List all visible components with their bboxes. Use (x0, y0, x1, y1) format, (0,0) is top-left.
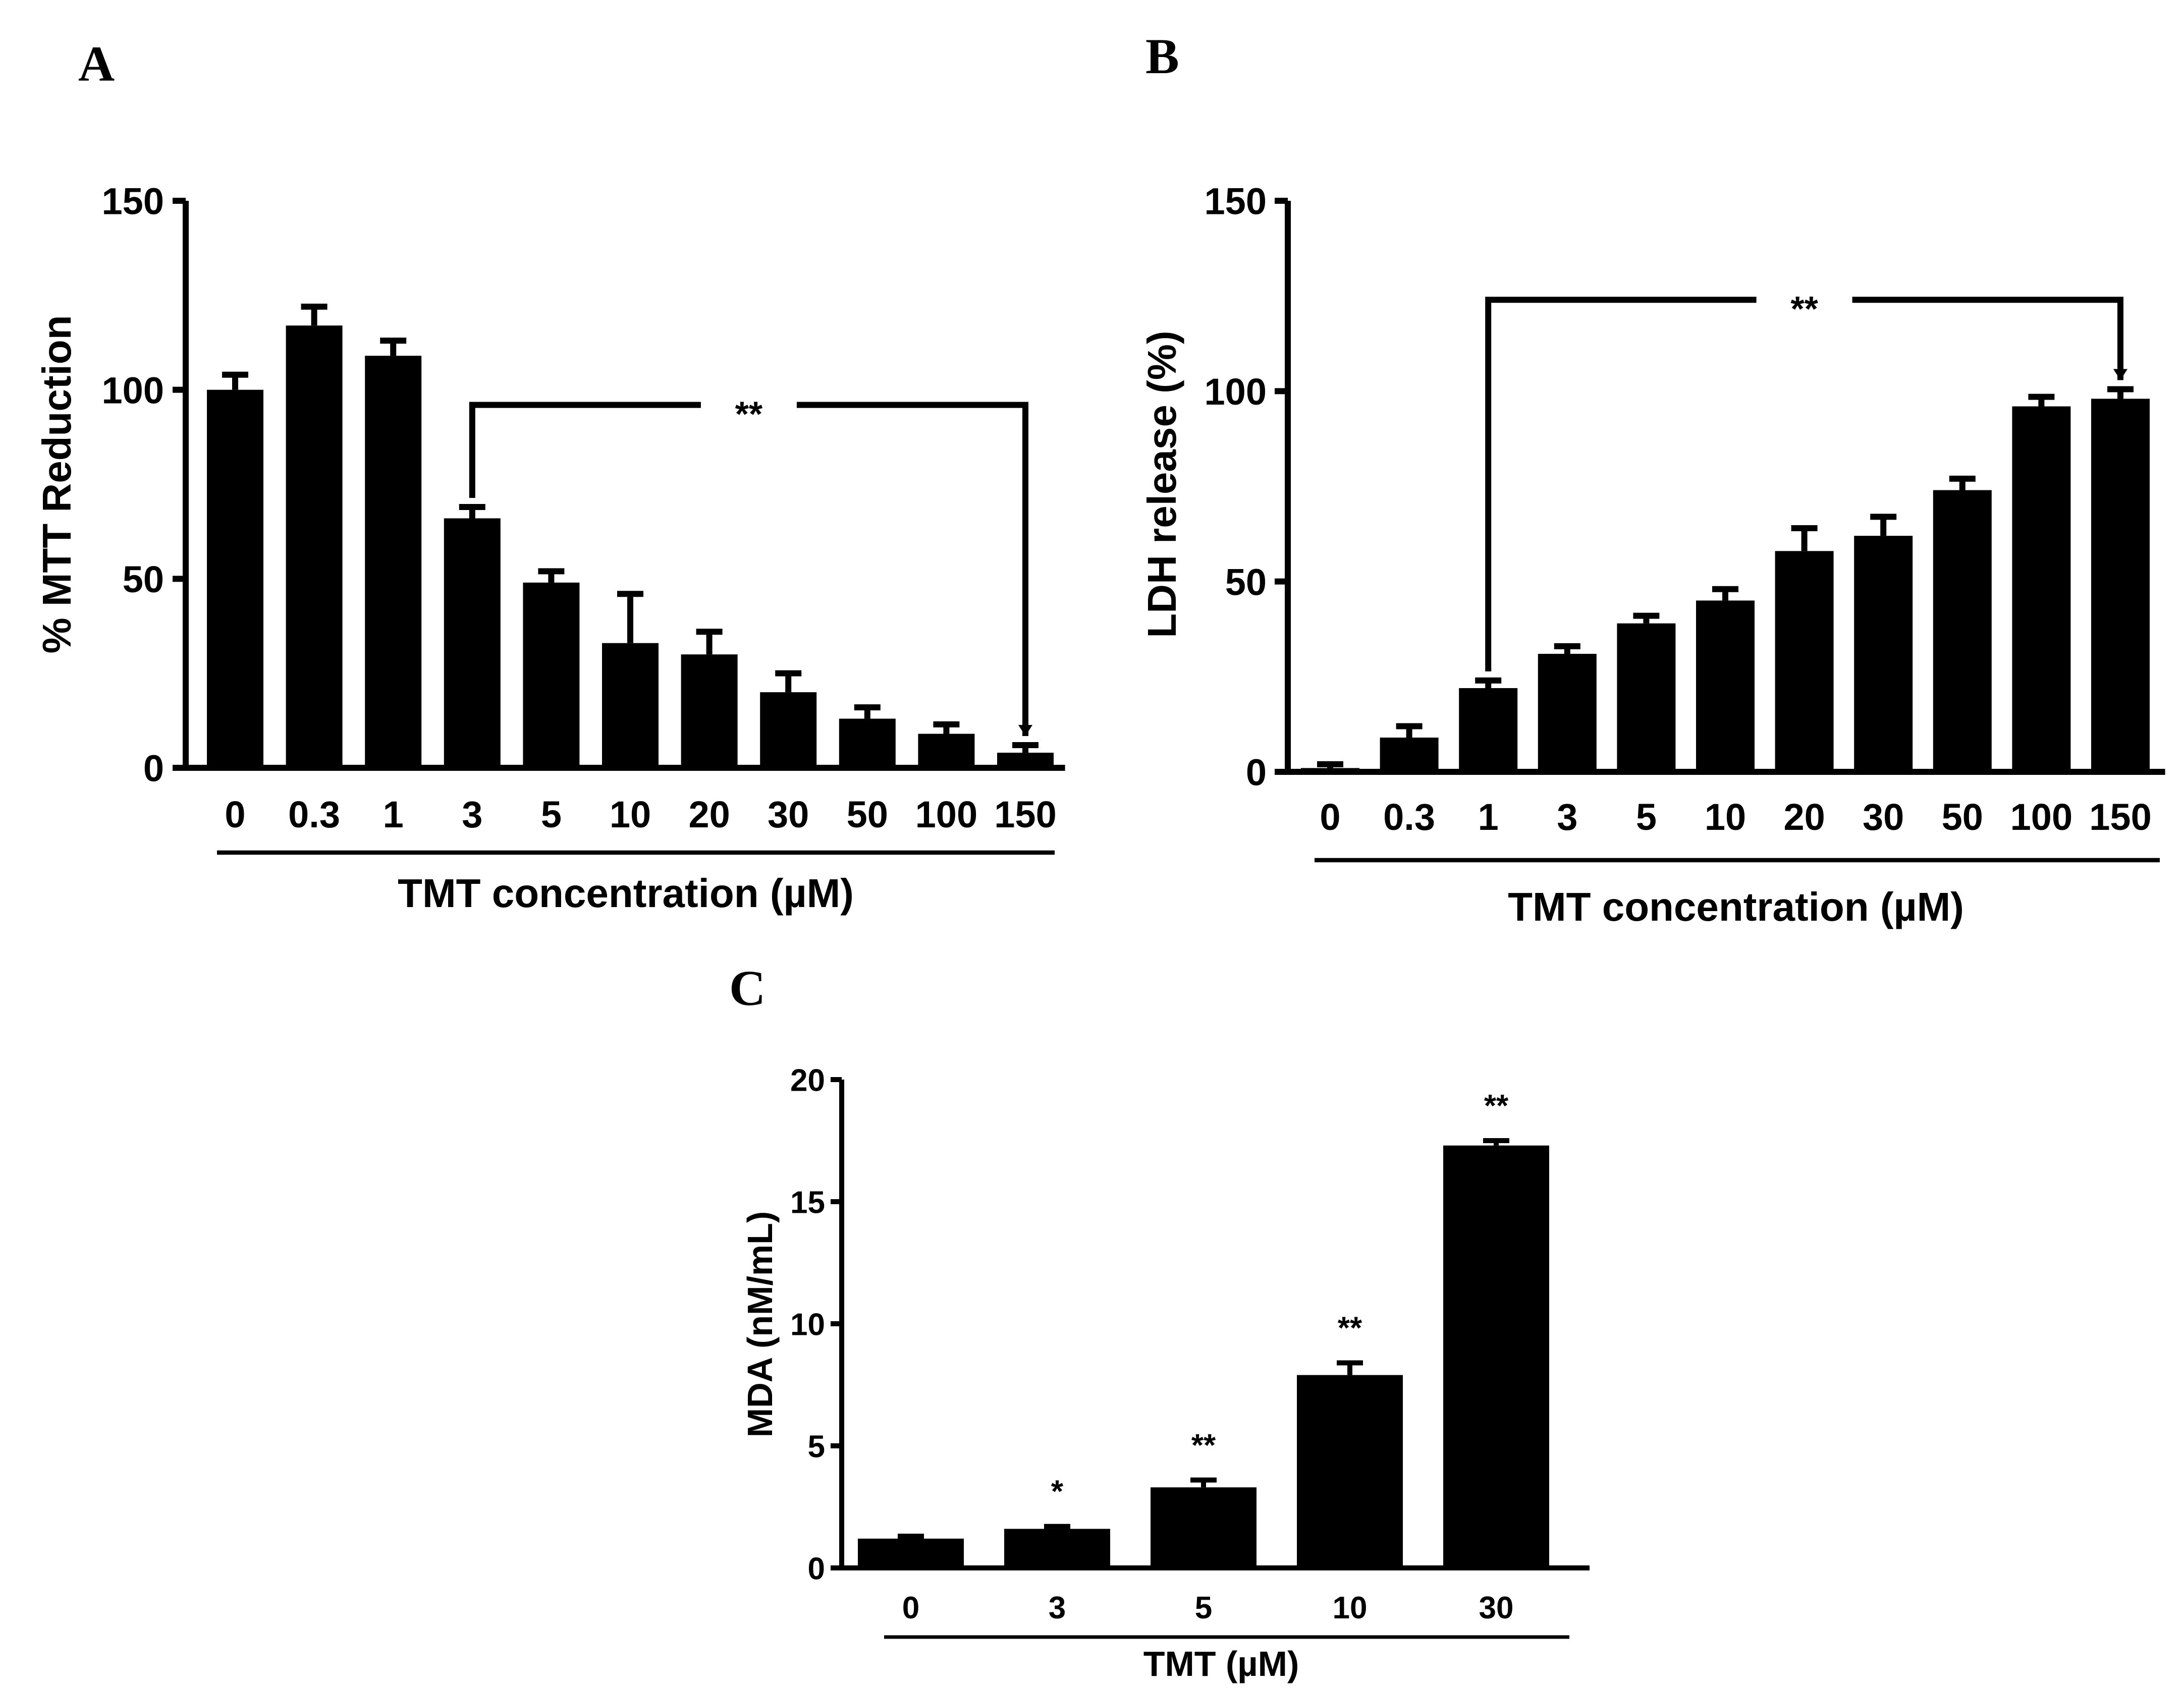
bar (1301, 768, 1359, 772)
x-tick-label: 3 (1049, 1591, 1066, 1625)
bar (2091, 399, 2150, 772)
significance-arrowhead (1018, 725, 1032, 737)
significance-label: ** (1191, 1428, 1216, 1463)
y-tick-label: 0 (808, 1551, 825, 1586)
bar (1443, 1145, 1549, 1568)
significance-bracket-right (1852, 297, 2123, 380)
bar (839, 718, 896, 768)
x-tick-label: 30 (1479, 1591, 1514, 1625)
x-tick-label: 150 (994, 794, 1056, 835)
x-tick-label: 30 (1863, 796, 1904, 838)
chart-c: 0 5 10 15 20 0 3 * 5 ** 10 ** 30 ** TMT (µM) MDA (nM/mL… (740, 1063, 1590, 1683)
x-tick-label: 20 (1783, 796, 1825, 838)
bar (2012, 406, 2071, 772)
x-tick-label: 0.3 (1383, 796, 1435, 838)
x-axis-title: TMT (µM) (1143, 1644, 1299, 1683)
bar (523, 582, 580, 768)
y-tick-label: 10 (790, 1307, 825, 1342)
x-tick-label: 10 (610, 794, 651, 835)
y-axis-title: % MTT Reduction (34, 315, 79, 653)
x-axis-title: TMT concentration (µM) (1508, 884, 1964, 929)
significance-bracket-right (796, 402, 1028, 737)
significance-label: ** (1484, 1089, 1509, 1123)
x-tick-label: 50 (1942, 796, 1983, 838)
x-tick-label: 5 (541, 794, 562, 835)
x-tick-label: 5 (1195, 1591, 1212, 1625)
y-axis-title: MDA (nM/mL) (740, 1211, 780, 1437)
bar (1696, 600, 1755, 772)
bar (1297, 1375, 1403, 1568)
bar (365, 356, 422, 768)
x-tick-label: 0 (1320, 796, 1340, 838)
x-tick-label: 0 (902, 1591, 919, 1625)
x-tick-label: 1 (383, 794, 404, 835)
y-tick-label: 50 (123, 558, 164, 600)
panel-letter-a: A (78, 36, 115, 92)
y-tick-label: 150 (102, 181, 164, 222)
x-tick-label: 1 (1478, 796, 1499, 838)
bar (681, 654, 738, 768)
y-tick-label: 100 (1205, 371, 1267, 413)
y-tick-label: 0 (143, 748, 164, 790)
bar (1933, 490, 1992, 772)
y-tick-label: 20 (790, 1063, 825, 1098)
bar (1854, 536, 1913, 772)
x-axis-title: TMT concentration (µM) (398, 871, 854, 916)
bar (858, 1538, 964, 1568)
y-tick-label: 100 (102, 369, 164, 411)
x-tick-label: 3 (462, 794, 482, 835)
bar (1617, 623, 1676, 772)
bar (1151, 1487, 1257, 1568)
chart-b: 0 50 100 150 0 0.3 1 3 5 10 20 30 50 100 150 TMT concen… (1139, 181, 2165, 929)
x-tick-label: 5 (1636, 796, 1657, 838)
x-tick-label: 50 (847, 794, 888, 835)
x-tick-label: 100 (2010, 796, 2072, 838)
panel-letter-c: C (729, 960, 766, 1016)
x-tick-label: 10 (1333, 1591, 1368, 1625)
x-tick-label: 10 (1705, 796, 1746, 838)
bar (207, 389, 263, 768)
bar (1380, 738, 1439, 772)
significance-label: ** (1790, 289, 1818, 328)
bar (602, 643, 659, 768)
bar (1004, 1529, 1110, 1568)
bar (918, 734, 975, 768)
panel-letter-b: B (1145, 28, 1179, 84)
y-axis-title: LDH release (%) (1139, 330, 1184, 638)
significance-arrowhead (2113, 369, 2127, 380)
bar (1538, 654, 1597, 772)
significance-label: * (1051, 1475, 1064, 1509)
y-tick-label: 150 (1205, 181, 1267, 222)
x-tick-label: 100 (915, 794, 977, 835)
bar (1459, 688, 1518, 772)
bar (1775, 551, 1834, 772)
chart-a: 0 50 100 150 0 0.3 1 3 5 10 20 30 50 100 150 TMT concen… (34, 181, 1065, 916)
y-tick-label: 15 (790, 1185, 825, 1220)
x-tick-label: 20 (688, 794, 730, 835)
significance-label: ** (1338, 1311, 1362, 1345)
y-tick-label: 5 (808, 1429, 825, 1464)
bar (286, 325, 343, 768)
bar (760, 692, 817, 768)
y-tick-label: 0 (1246, 752, 1267, 794)
x-tick-label: 0 (225, 794, 245, 835)
x-tick-label: 30 (768, 794, 809, 835)
significance-label: ** (735, 395, 763, 434)
x-tick-label: 0.3 (288, 794, 340, 835)
y-tick-label: 50 (1225, 561, 1267, 603)
bar (997, 753, 1054, 768)
significance-bracket-left (1485, 297, 1757, 671)
bar (444, 518, 501, 768)
x-tick-label: 3 (1557, 796, 1577, 838)
x-tick-label: 150 (2089, 796, 2151, 838)
significance-bracket-left (469, 402, 701, 498)
